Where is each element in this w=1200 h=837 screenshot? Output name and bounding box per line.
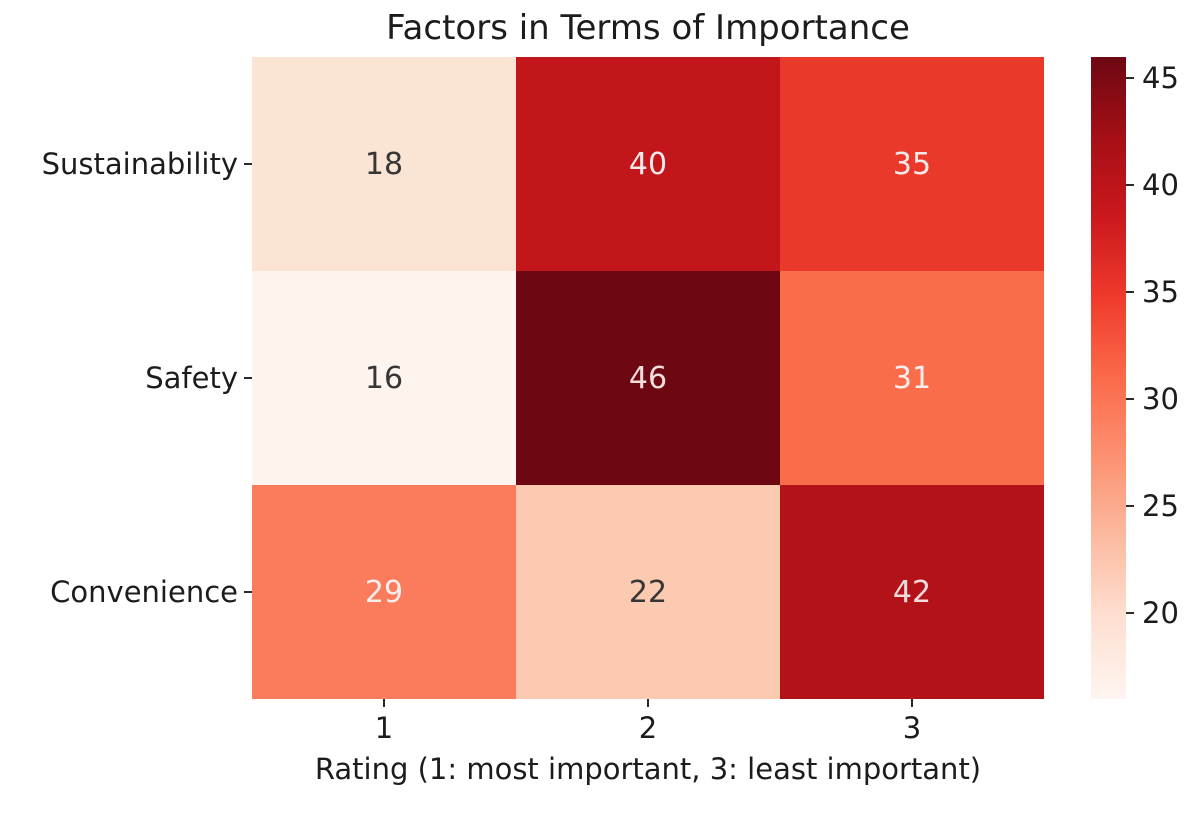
y-axis-tick	[244, 377, 252, 379]
heatmap-cell: 40	[516, 57, 780, 271]
colorbar-tick-label: 20	[1142, 596, 1179, 631]
heatmap-cell: 35	[780, 57, 1044, 271]
cell-value: 40	[628, 146, 668, 182]
colorbar-tick	[1126, 612, 1134, 615]
heatmap-cell: 42	[780, 485, 1044, 699]
x-axis-tick-label: 1	[374, 711, 394, 745]
colorbar	[1091, 57, 1126, 699]
cell-value: 42	[892, 574, 932, 610]
cell-value: 18	[364, 146, 404, 182]
y-axis-label: Convenience	[50, 575, 238, 609]
heatmap-cell: 18	[252, 57, 516, 271]
heatmap-cell: 29	[252, 485, 516, 699]
y-axis-tick	[244, 163, 252, 165]
colorbar-tick	[1126, 77, 1134, 80]
colorbar-tick	[1126, 184, 1134, 187]
colorbar-tick	[1126, 398, 1134, 401]
colorbar-tick-label: 30	[1142, 382, 1179, 417]
x-axis-tick	[383, 699, 385, 707]
y-axis-tick	[244, 591, 252, 593]
x-axis-tick	[911, 699, 913, 707]
colorbar-tick-label: 45	[1142, 61, 1179, 96]
x-axis-tick	[647, 699, 649, 707]
x-axis-tick-label: 3	[902, 711, 922, 745]
colorbar-tick	[1126, 291, 1134, 294]
cell-value: 22	[628, 574, 668, 610]
heatmap-cell: 31	[780, 271, 1044, 485]
cell-value: 16	[364, 360, 404, 396]
x-axis-tick-label: 2	[638, 711, 658, 745]
heatmap-grid: 18 40 35 16 46 31 29 22 42	[252, 57, 1044, 699]
chart-title: Factors in Terms of Importance	[386, 8, 910, 48]
colorbar-tick-label: 25	[1142, 489, 1179, 524]
heatmap-cell: 22	[516, 485, 780, 699]
heatmap-cell: 46	[516, 271, 780, 485]
cell-value: 29	[364, 574, 404, 610]
y-axis-label: Sustainability	[41, 147, 238, 181]
cell-value: 46	[628, 360, 668, 396]
colorbar-tick-label: 35	[1142, 275, 1179, 310]
colorbar-tick	[1126, 505, 1134, 508]
cell-value: 35	[892, 146, 932, 182]
cell-value: 31	[892, 360, 932, 396]
y-axis-label: Safety	[145, 361, 238, 395]
heatmap-cell: 16	[252, 271, 516, 485]
colorbar-tick-label: 40	[1142, 168, 1179, 203]
x-axis-title: Rating (1: most important, 3: least impo…	[314, 752, 982, 786]
